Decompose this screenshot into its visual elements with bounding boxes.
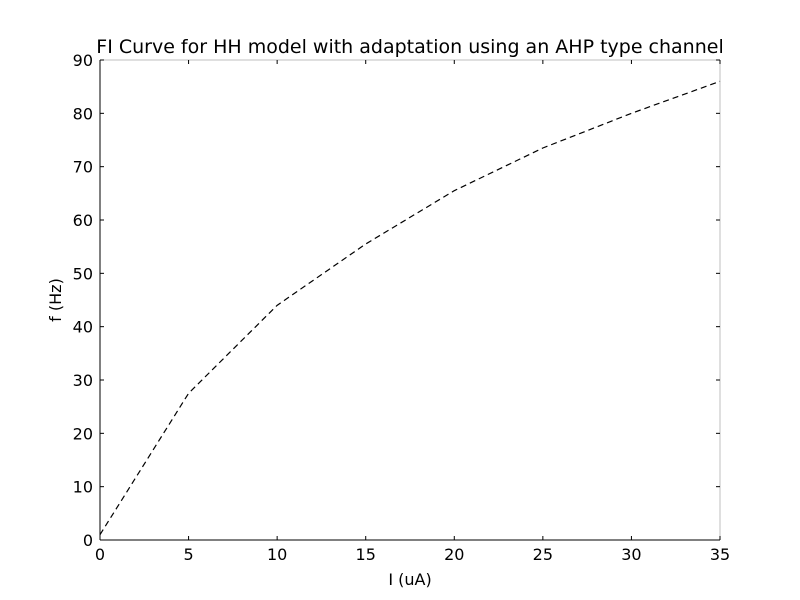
x-tick-label: 35 — [710, 545, 730, 564]
series-line — [99, 80, 721, 535]
y-tick-label: 50 — [73, 264, 93, 283]
y-tick-label: 0 — [83, 531, 93, 550]
plot-area: 0 5 10 15 20 25 30 35 0 10 20 30 40 50 60 70 80 90 — [73, 51, 731, 564]
y-tick-label: 70 — [73, 158, 93, 177]
chart-title: FI Curve for HH model with adaptation us… — [96, 36, 723, 58]
x-axis-title: I (uA) — [388, 570, 431, 589]
y-axis-title: f (Hz) — [46, 278, 65, 322]
x-tick-label: 20 — [444, 545, 464, 564]
x-tick-label: 5 — [183, 545, 193, 564]
y-tick-label: 30 — [73, 371, 93, 390]
x-tick-label: 25 — [533, 545, 553, 564]
x-tick-label: 10 — [267, 545, 287, 564]
y-tick-label: 80 — [73, 104, 93, 123]
x-tick-label: 15 — [356, 545, 376, 564]
y-tick-label: 60 — [73, 211, 93, 230]
y-tick-label: 40 — [73, 318, 93, 337]
x-tick-label: 0 — [95, 545, 105, 564]
x-tick-label: 30 — [621, 545, 641, 564]
y-tick-label: 20 — [73, 424, 93, 443]
y-tick-label: 10 — [73, 478, 93, 497]
y-tick-label: 90 — [73, 51, 93, 70]
